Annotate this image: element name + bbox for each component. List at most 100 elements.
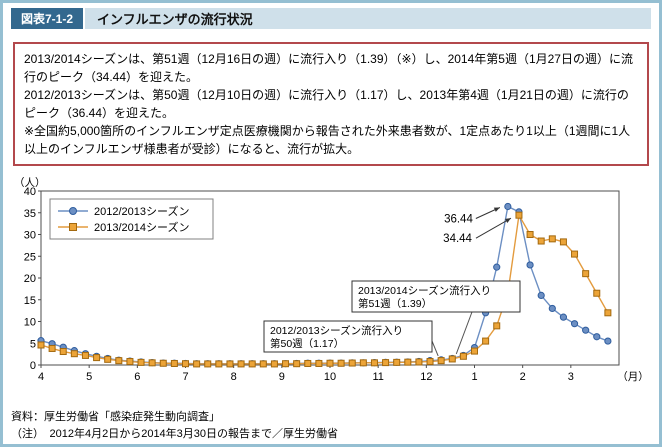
x-tick-label: 9 bbox=[279, 371, 285, 383]
figure-title: インフルエンザの流行状況 bbox=[97, 12, 253, 27]
data-point bbox=[526, 231, 534, 238]
data-point bbox=[515, 211, 523, 219]
data-point bbox=[193, 360, 201, 368]
data-point bbox=[248, 360, 256, 368]
x-tick-label: 11 bbox=[372, 371, 383, 383]
data-point bbox=[293, 360, 301, 368]
data-point bbox=[37, 341, 45, 349]
data-point bbox=[370, 359, 378, 367]
y-tick-label: 35 bbox=[24, 208, 36, 220]
data-point bbox=[604, 309, 612, 317]
source-note: 資料：厚生労働省「感染症発生動向調査」 bbox=[11, 411, 220, 423]
data-point bbox=[459, 352, 467, 360]
data-point bbox=[504, 202, 512, 211]
peak-annotation: 34.44 bbox=[443, 217, 512, 245]
annotation-arrow-line bbox=[475, 217, 512, 239]
figure-title-band: インフルエンザの流行状況 bbox=[85, 8, 651, 29]
x-tick-label: 5 bbox=[86, 371, 92, 383]
chart-container: 0 5 10 15 20 25 30 35 40 （人） 4 5 6 7 8 9 10 11 12 1 2 3 （月） 201… bbox=[11, 175, 651, 402]
x-tick-label: 8 bbox=[231, 371, 237, 383]
y-tick-label: 25 bbox=[24, 251, 36, 263]
data-point bbox=[348, 359, 356, 367]
data-point bbox=[570, 320, 579, 328]
x-tick-label: 10 bbox=[324, 371, 336, 383]
footer: 資料：厚生労働省「感染症発生動向調査」 （注） 2012年4月2日から2014年… bbox=[11, 409, 651, 442]
callout-text-line1: 2013/2014シーズン流行入り bbox=[358, 284, 491, 297]
data-point bbox=[126, 358, 134, 366]
legend: 2012/2013シーズン 2013/2014シーズン bbox=[49, 198, 214, 240]
data-point bbox=[571, 250, 579, 258]
data-point bbox=[270, 360, 278, 368]
data-point bbox=[415, 358, 423, 366]
data-point bbox=[304, 359, 312, 367]
data-point bbox=[537, 291, 545, 300]
annotation-arrowhead bbox=[505, 218, 511, 223]
data-point bbox=[437, 357, 445, 365]
y-tick-label: 40 bbox=[24, 186, 36, 198]
data-point bbox=[493, 322, 501, 330]
data-point bbox=[393, 358, 401, 366]
x-tick-label: 7 bbox=[182, 371, 188, 383]
data-point bbox=[482, 337, 490, 345]
data-point bbox=[582, 270, 590, 278]
callout-box bbox=[351, 280, 521, 313]
y-tick-label: 10 bbox=[24, 317, 36, 329]
callout-text-line1: 2012/2013シーズン流行入り bbox=[270, 324, 403, 337]
data-point bbox=[48, 344, 56, 352]
data-point bbox=[282, 360, 290, 368]
callout-text-line2: 第50週（1.17） bbox=[270, 337, 344, 350]
data-point bbox=[81, 351, 89, 359]
data-point bbox=[404, 358, 412, 366]
y-tick-label: 0 bbox=[30, 360, 36, 372]
legend-label: 2013/2014シーズン bbox=[94, 220, 189, 234]
y-tick-label: 15 bbox=[24, 295, 36, 307]
data-point bbox=[315, 359, 323, 367]
data-point bbox=[426, 358, 434, 366]
data-point bbox=[448, 355, 456, 363]
summary-line-3: ※全国約5,000箇所のインフルエンザ定点医療機関から報告された外来患者数が、1… bbox=[24, 124, 631, 156]
data-point bbox=[593, 333, 601, 341]
data-point bbox=[137, 358, 145, 366]
x-tick-label: 6 bbox=[134, 371, 140, 383]
data-point bbox=[237, 360, 245, 368]
report-note: （注） 2012年4月2日から2014年3月30日の報告まで／厚生労働省 bbox=[11, 427, 339, 440]
data-point bbox=[359, 359, 367, 367]
data-point bbox=[93, 354, 101, 362]
data-point bbox=[559, 238, 567, 246]
data-point bbox=[493, 263, 501, 271]
x-tick-label: 3 bbox=[568, 371, 574, 383]
figure-number-badge: 図表7-1-2 bbox=[11, 8, 84, 29]
callout-text-line2: 第51週（1.39） bbox=[358, 297, 432, 310]
data-point bbox=[471, 347, 478, 355]
data-point bbox=[226, 360, 234, 368]
data-point bbox=[604, 337, 612, 345]
x-tick-label: 1 bbox=[471, 371, 477, 383]
x-tick-label: 2 bbox=[520, 371, 526, 383]
data-point bbox=[382, 359, 390, 367]
series-2013-2014 bbox=[37, 211, 612, 368]
x-tick-label: 12 bbox=[420, 371, 432, 383]
data-point bbox=[115, 357, 123, 365]
x-tick-label: 4 bbox=[38, 371, 44, 383]
x-axis-unit: （月） bbox=[617, 371, 649, 383]
data-point bbox=[204, 360, 212, 368]
series-line bbox=[40, 213, 609, 365]
legend-label: 2012/2013シーズン bbox=[94, 204, 189, 218]
data-point bbox=[59, 348, 67, 356]
summary-line-2: 2012/2013シーズンは、第50週（12月10日の週）に流行入り（1.17）… bbox=[24, 88, 629, 120]
figure-header: 図表7-1-2 インフルエンザの流行状況 bbox=[11, 8, 651, 29]
data-point bbox=[337, 359, 345, 367]
data-point bbox=[593, 289, 601, 297]
data-point bbox=[526, 261, 534, 269]
data-point bbox=[548, 235, 556, 243]
callout-box bbox=[263, 320, 433, 353]
data-point bbox=[326, 359, 334, 367]
peak-value-label: 36.44 bbox=[444, 213, 473, 225]
data-point bbox=[148, 359, 156, 367]
callout-leader bbox=[455, 311, 473, 355]
data-point bbox=[70, 350, 78, 358]
data-point bbox=[259, 360, 267, 368]
